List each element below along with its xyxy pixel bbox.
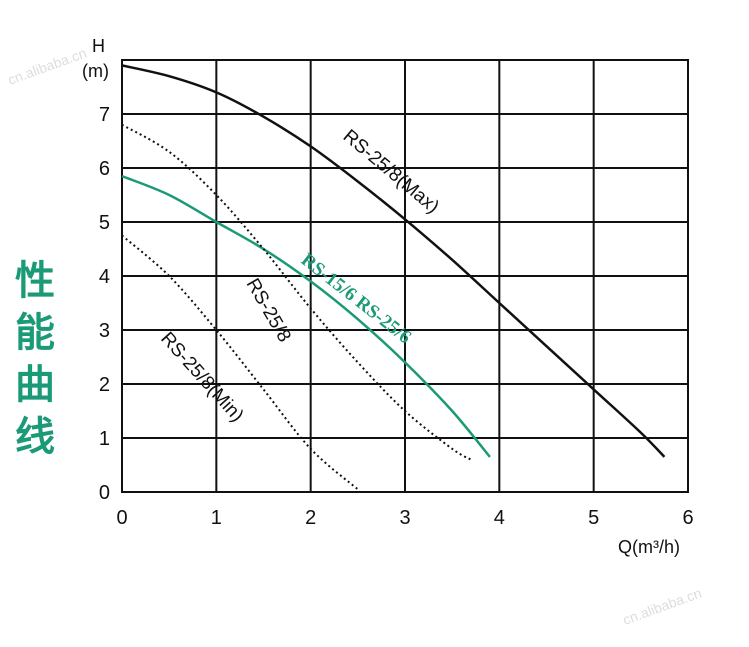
curve-label-rs-15-6-rs-25-6: RS-15/6 RS-25/6 — [297, 249, 415, 348]
x-tick-label: 0 — [116, 507, 127, 529]
y-tick-label: 7 — [99, 104, 110, 126]
curve-rs-25-8-max — [121, 64, 666, 458]
x-tick-label: 6 — [682, 507, 693, 529]
y-tick-label: 3 — [99, 320, 110, 342]
y-tick-label: 5 — [99, 212, 110, 234]
tick-layer: 0 1 2 3 4 5 6 0 1 2 3 4 5 6 7 — [99, 104, 694, 529]
curve-rs-25-8-min — [121, 234, 359, 491]
x-tick-label: 4 — [494, 507, 505, 529]
side-title-char-1: 性 — [15, 258, 55, 304]
x-tick-label: 3 — [399, 507, 410, 529]
y-axis-label-line-2: (m) — [82, 61, 109, 81]
x-tick-label: 1 — [211, 507, 222, 529]
watermark-bottom-right: cn.alibaba.cn — [621, 585, 704, 628]
y-tick-label: 6 — [99, 158, 110, 180]
side-title-char-4: 线 — [15, 414, 55, 460]
curve-label-rs-25-8-min: RS-25/8(Min) — [156, 328, 247, 426]
chart-side-title: 性 能 曲 线 — [10, 255, 60, 463]
side-title-char-3: 曲 — [15, 362, 55, 408]
curve-rs-25-8 — [121, 123, 472, 461]
x-tick-label: 5 — [588, 507, 599, 529]
side-title-char-2: 能 — [15, 310, 55, 356]
curve-rs-15-6-rs-25-6 — [121, 174, 491, 458]
curve-label-rs-25-8-max: RS-25/8(Max) — [339, 126, 443, 218]
y-tick-label: 0 — [99, 482, 110, 504]
watermark-top-left: cn.alibaba.cn — [6, 45, 89, 88]
y-tick-label: 2 — [99, 374, 110, 396]
y-tick-label: 1 — [99, 428, 110, 450]
curve-layer — [121, 64, 666, 491]
y-tick-label: 4 — [99, 266, 110, 288]
y-axis-label-line-1: H — [92, 36, 105, 56]
grid-layer — [121, 59, 689, 493]
x-axis-label: Q(m³/h) — [618, 537, 680, 557]
curve-label-rs-25-8: RS-25/8 — [242, 275, 295, 346]
x-tick-label: 2 — [305, 507, 316, 529]
